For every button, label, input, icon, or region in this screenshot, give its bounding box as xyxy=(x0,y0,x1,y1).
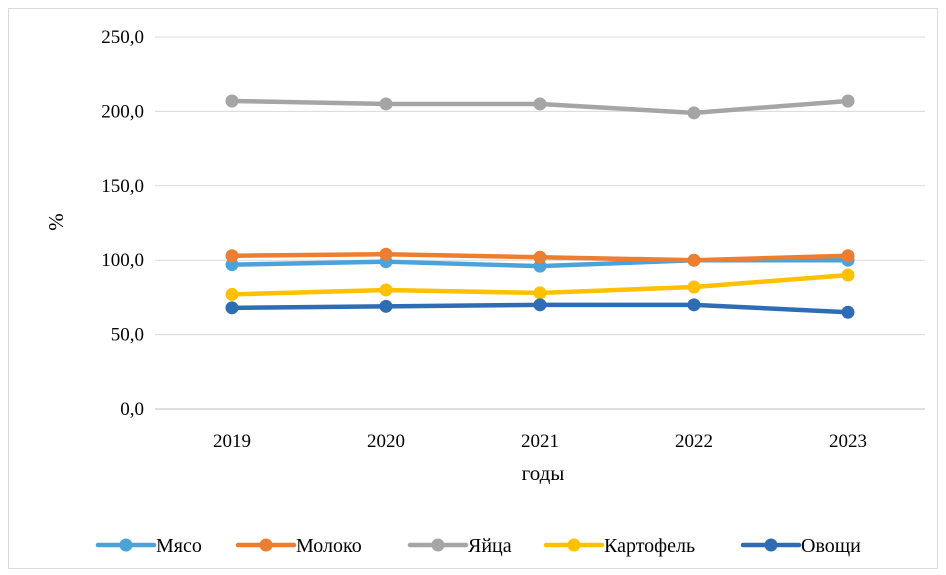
legend-marker xyxy=(567,538,581,552)
legend-item: Яйца xyxy=(407,535,512,557)
legend: Мясо Молоко Яйца Картофель Овощи xyxy=(95,535,861,557)
y-tick-label: 150,0 xyxy=(101,176,144,197)
legend-label: Картофель xyxy=(604,535,695,557)
y-tick-label: 0,0 xyxy=(120,399,144,420)
series-lines xyxy=(225,94,855,319)
series-4 xyxy=(225,268,855,301)
data-point xyxy=(841,94,855,108)
data-point xyxy=(533,259,547,273)
x-tick-label: 2019 xyxy=(213,431,251,452)
legend-item: Картофель xyxy=(543,535,695,557)
x-tick-label: 2022 xyxy=(675,431,713,452)
data-point xyxy=(533,97,547,111)
data-point xyxy=(687,253,701,267)
data-point xyxy=(225,287,239,301)
legend-label: Мясо xyxy=(156,535,202,557)
legend-marker xyxy=(259,538,273,552)
data-point xyxy=(687,106,701,120)
gridlines xyxy=(155,36,925,410)
data-point xyxy=(379,97,393,111)
data-point xyxy=(687,280,701,294)
data-point xyxy=(533,298,547,312)
legend-marker xyxy=(119,538,133,552)
y-tick-label: 200,0 xyxy=(101,101,144,122)
series-5 xyxy=(225,298,855,319)
series-3 xyxy=(225,94,855,120)
data-point xyxy=(225,94,239,108)
data-point xyxy=(841,268,855,282)
series-2 xyxy=(225,247,855,267)
data-point xyxy=(379,283,393,297)
legend-label: Овощи xyxy=(801,535,861,557)
data-point xyxy=(687,298,701,312)
y-tick-label: 250,0 xyxy=(101,27,144,48)
x-tick-label: 2021 xyxy=(521,431,559,452)
x-axis-title: годы xyxy=(522,461,565,485)
y-axis-ticks: 0,0 50,0 100,0 150,0 200,0 250,0 xyxy=(101,27,144,420)
legend-item: Мясо xyxy=(95,535,202,557)
data-point xyxy=(533,250,547,264)
legend-marker xyxy=(764,538,778,552)
legend-label: Яйца xyxy=(468,535,512,557)
x-axis-ticks: 2019 2020 2021 2022 2023 xyxy=(213,431,867,452)
legend-label: Молоко xyxy=(296,535,362,557)
y-axis-title: % xyxy=(44,213,68,231)
data-point xyxy=(379,299,393,313)
data-point xyxy=(225,249,239,263)
legend-item: Овощи xyxy=(740,535,861,557)
y-tick-label: 50,0 xyxy=(111,325,144,346)
x-tick-label: 2020 xyxy=(367,431,405,452)
chart-frame xyxy=(8,8,938,569)
x-tick-label: 2023 xyxy=(829,431,867,452)
data-point xyxy=(379,247,393,261)
data-point xyxy=(841,305,855,319)
data-point xyxy=(225,301,239,315)
data-point xyxy=(841,249,855,263)
legend-item: Молоко xyxy=(235,535,362,557)
data-point xyxy=(225,258,239,272)
legend-marker xyxy=(431,538,445,552)
data-point xyxy=(533,286,547,300)
y-tick-label: 100,0 xyxy=(101,250,144,271)
